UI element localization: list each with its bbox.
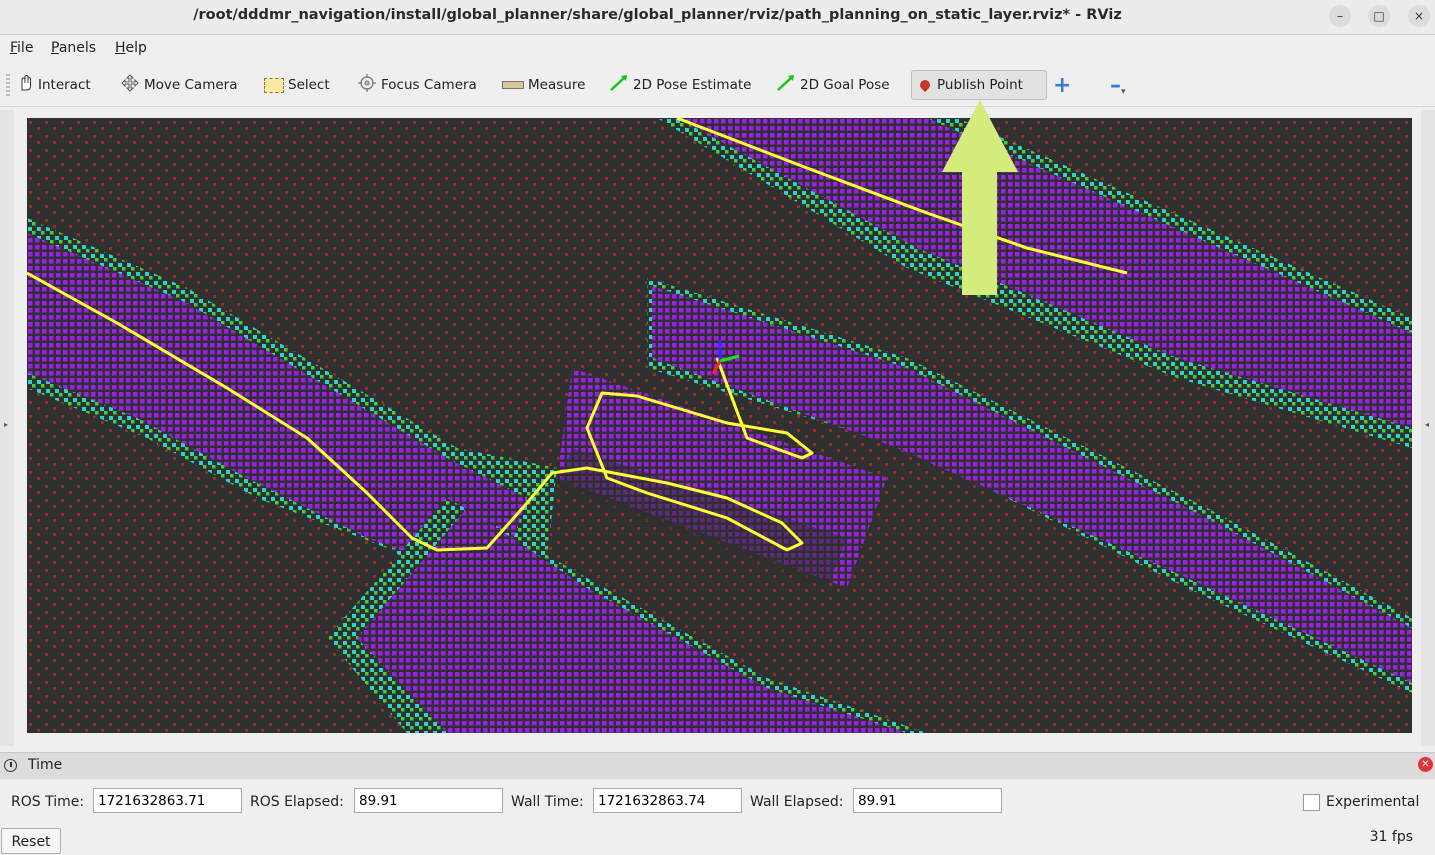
time-panel-title: Time bbox=[28, 757, 63, 773]
focus-camera-tool[interactable]: Focus Camera bbox=[357, 70, 477, 100]
wall-elapsed-label: Wall Elapsed: bbox=[750, 794, 844, 810]
menu-bar: File Panels Help bbox=[0, 35, 1435, 61]
planned-path-top bbox=[676, 118, 1128, 275]
menu-panels-accel: P bbox=[51, 40, 59, 56]
time-panel-header: Time ✕ bbox=[0, 752, 1435, 779]
chevron-left-icon: ◂ bbox=[1425, 420, 1430, 429]
publish-point-tool[interactable]: Publish Point bbox=[911, 70, 1047, 100]
crosshair-icon bbox=[357, 74, 377, 96]
robot-axes-icon bbox=[711, 340, 740, 375]
ros-elapsed-field[interactable] bbox=[354, 788, 503, 813]
minus-icon: – bbox=[1110, 72, 1121, 98]
window-title: /root/dddmr_navigation/install/global_pl… bbox=[193, 7, 1122, 23]
block-central bbox=[652, 286, 1412, 683]
menu-help[interactable]: Help bbox=[115, 40, 147, 56]
green-arrow-icon bbox=[609, 74, 629, 96]
plus-icon: + bbox=[1053, 72, 1072, 98]
minimize-button[interactable]: – bbox=[1329, 5, 1351, 27]
menu-file-accel: F bbox=[10, 40, 18, 56]
menu-panels[interactable]: Panels bbox=[51, 40, 96, 56]
left-dock-handle[interactable]: ▸ bbox=[0, 110, 14, 746]
remove-tool-button[interactable]: – ▾ bbox=[1110, 70, 1126, 100]
green-arrow-icon bbox=[776, 74, 796, 96]
add-tool-button[interactable]: + bbox=[1053, 70, 1071, 100]
close-button[interactable]: × bbox=[1408, 5, 1430, 27]
planned-path bbox=[27, 271, 814, 552]
region-lower bbox=[357, 508, 907, 733]
ros-elapsed-label: ROS Elapsed: bbox=[250, 794, 344, 810]
wall-elapsed-field[interactable] bbox=[853, 788, 1002, 813]
tool-bar: Interact Move Camera Select Focus Camera… bbox=[0, 62, 1435, 107]
select-box-icon bbox=[264, 77, 284, 93]
move-camera-icon bbox=[120, 74, 140, 96]
close-panel-button[interactable]: ✕ bbox=[1418, 757, 1433, 772]
reset-button[interactable]: Reset bbox=[1, 828, 61, 854]
select-label: Select bbox=[288, 77, 330, 93]
maximize-button[interactable]: □ bbox=[1368, 5, 1390, 27]
pose-estimate-tool[interactable]: 2D Pose Estimate bbox=[609, 70, 751, 100]
select-tool[interactable]: Select bbox=[264, 70, 330, 100]
focus-camera-label: Focus Camera bbox=[381, 77, 477, 93]
interact-tool[interactable]: Interact bbox=[16, 70, 91, 100]
menu-file[interactable]: File bbox=[10, 40, 33, 56]
corridor-top bbox=[677, 118, 1412, 428]
right-dock-handle[interactable]: ◂ bbox=[1421, 110, 1435, 746]
move-camera-tool[interactable]: Move Camera bbox=[120, 70, 237, 100]
goal-pose-tool[interactable]: 2D Goal Pose bbox=[776, 70, 890, 100]
experimental-checkbox[interactable] bbox=[1303, 794, 1320, 811]
time-panel: ROS Time: ROS Elapsed: Wall Time: Wall E… bbox=[0, 779, 1435, 823]
ros-time-label: ROS Time: bbox=[11, 794, 85, 810]
island-inner bbox=[557, 448, 847, 588]
pose-estimate-label: 2D Pose Estimate bbox=[633, 77, 752, 93]
menu-help-label: elp bbox=[125, 40, 147, 56]
clock-icon bbox=[4, 759, 17, 772]
experimental-label: Experimental bbox=[1326, 794, 1420, 810]
chevron-down-icon: ▾ bbox=[1121, 87, 1126, 97]
menu-help-accel: H bbox=[115, 40, 126, 56]
measure-tool[interactable]: Measure bbox=[502, 70, 585, 100]
toolbar-grip[interactable] bbox=[6, 74, 10, 96]
publish-point-label: Publish Point bbox=[937, 77, 1023, 93]
move-camera-label: Move Camera bbox=[144, 77, 238, 93]
ruler-icon bbox=[502, 81, 524, 89]
render-viewport[interactable] bbox=[27, 118, 1412, 733]
wall-time-field[interactable] bbox=[593, 788, 742, 813]
chevron-right-icon: ▸ bbox=[4, 420, 9, 429]
wall-time-label: Wall Time: bbox=[511, 794, 584, 810]
corridor-left bbox=[27, 233, 527, 568]
measure-label: Measure bbox=[528, 77, 586, 93]
menu-file-label: ile bbox=[17, 40, 34, 56]
map-pin-icon bbox=[917, 77, 933, 93]
goal-pose-label: 2D Goal Pose bbox=[800, 77, 890, 93]
point-cloud-scene bbox=[27, 118, 1412, 733]
interact-label: Interact bbox=[38, 77, 91, 93]
hand-icon bbox=[16, 74, 34, 96]
ros-time-field[interactable] bbox=[93, 788, 242, 813]
title-bar: /root/dddmr_navigation/install/global_pl… bbox=[0, 0, 1435, 35]
annotation-arrow-icon bbox=[942, 100, 1018, 295]
menu-panels-label: anels bbox=[58, 40, 97, 56]
fps-readout: 31 fps bbox=[1369, 829, 1413, 845]
